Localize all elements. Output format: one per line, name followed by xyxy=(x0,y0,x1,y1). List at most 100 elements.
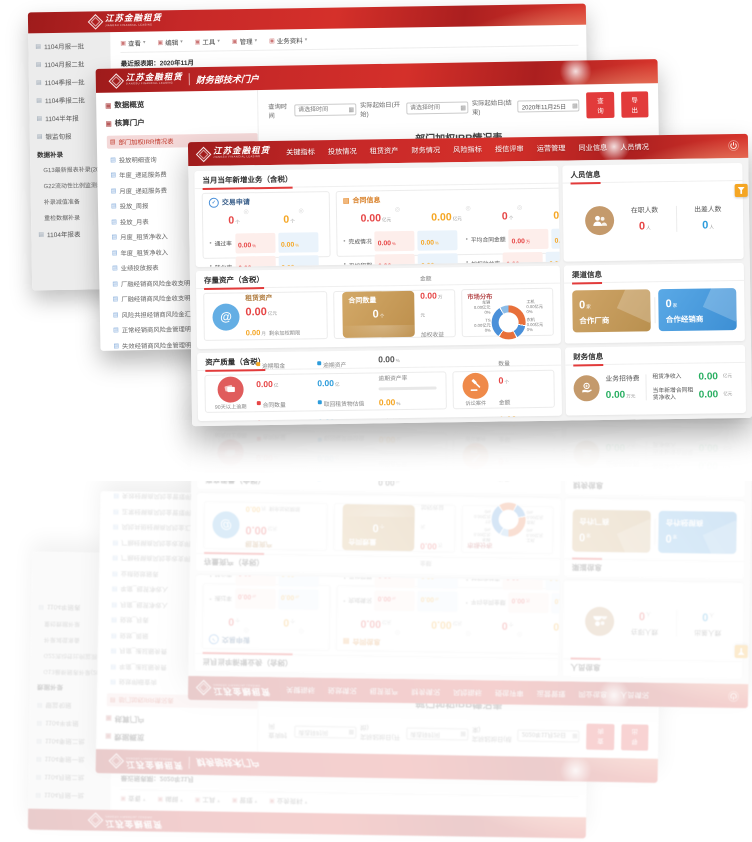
doc-icon: ▤ xyxy=(112,265,118,272)
logo-diamond-icon xyxy=(195,146,212,162)
divider xyxy=(675,205,678,232)
overdue-rent-metric: 逾期租金 0.00亿 xyxy=(255,361,286,389)
partner-manufacturer-card[interactable]: 0家 合作厂商 xyxy=(571,289,651,333)
doc-icon: ▤ xyxy=(111,219,117,226)
section-icon: ▣ xyxy=(105,102,112,110)
doc-icon: ▤ xyxy=(113,327,119,334)
square-icon xyxy=(255,361,260,366)
header-flare xyxy=(591,135,637,161)
nav-item[interactable]: 风险指标 xyxy=(453,144,482,155)
market-distribution-card: 市场分布 车辆 0.00亿元 0% 工机 0.00亿元 0% TS 0.00亿元 0% 农机… xyxy=(461,287,554,340)
npl-ratio: 0.00% 不良资产率 xyxy=(379,392,438,421)
donut-label-vehicle: 车辆 0.00亿元 0% xyxy=(473,299,491,315)
portal-title: 财务部技术门户 xyxy=(195,74,259,86)
metric-row: • 通过率 0.00% 0.00% xyxy=(209,231,323,254)
nav-item[interactable]: 授信评审 xyxy=(494,144,524,154)
divider xyxy=(645,374,647,401)
toolbar-menu[interactable]: ▣ 业务资料 ▾ xyxy=(269,37,308,46)
chevron-down-icon: ▾ xyxy=(217,38,220,45)
metric-value: ◎0个 xyxy=(501,205,523,223)
repossessed-value-metric: 取回租赁物估值 0.00万元 xyxy=(317,393,370,421)
nav-item[interactable]: 运营管理 xyxy=(536,143,566,153)
metric-value: ◎0个 xyxy=(228,209,249,227)
sidebar-report-group[interactable]: ▤ 1104月报一批 xyxy=(35,43,85,52)
new-contract-net-income: 当年新增合同租赁净收入 0.00 亿元 xyxy=(652,387,733,402)
money-hand-icon xyxy=(573,375,600,402)
toolbar-menu[interactable]: ▣ 编辑 ▾ xyxy=(157,38,183,48)
end-date-input[interactable] xyxy=(517,99,580,113)
logo-text: 江苏金融租赁 xyxy=(104,13,163,25)
main-nav: 关键指标 投放情况 租赁资产 财务情况 风险指标 授信评审 运营管理 同业信息 人员情况 xyxy=(286,142,649,157)
doc-icon: ▤ xyxy=(110,172,117,179)
metric-value: ◎0个 xyxy=(283,208,304,226)
nav-item[interactable]: 投放情况 xyxy=(327,146,357,157)
doc-icon: ▤ xyxy=(112,312,119,319)
nav-item[interactable]: 人员情况 xyxy=(620,142,650,152)
square-icon xyxy=(317,400,322,405)
header-flare xyxy=(553,60,598,85)
logo-subtitle: JIANGSU FINANCIAL LEASING xyxy=(213,155,261,160)
sidebar-report-group[interactable]: ▤ 1104月报二批 xyxy=(35,61,85,70)
app-logo: 江苏金融租赁 JIANGSU FINANCIAL LEASING xyxy=(108,72,183,89)
square-icon xyxy=(317,360,322,365)
export-button[interactable]: 导出 xyxy=(620,91,649,118)
toolbar-menu[interactable]: ▣ 管理 ▾ xyxy=(231,37,258,47)
radio-icon[interactable]: ◎ xyxy=(516,205,523,212)
travel-stat: 出差人数 0人 xyxy=(694,206,722,232)
sidebar-section-accounting-portal[interactable]: ▣ 核算门户 xyxy=(105,118,145,128)
toolbar-menu[interactable]: ▣ 工具 ▾ xyxy=(194,38,220,47)
partner-dealer-card[interactable]: 0家 合作经销商 xyxy=(658,288,738,332)
nav-item[interactable]: 租赁资产 xyxy=(369,146,399,156)
radio-icon[interactable]: ◎ xyxy=(465,205,471,213)
funnel-icon xyxy=(738,187,745,194)
sidebar-section-data-overview[interactable]: ▣ 数据概览 xyxy=(105,100,145,110)
report-icon: ▤ xyxy=(36,133,43,140)
panel-finance: 财务信息 业务招待费 0.00万元 租赁净收入 0.00 亿元 xyxy=(565,344,747,416)
radio-icon[interactable]: ◎ xyxy=(394,207,401,214)
panel-personnel: 人员信息 在职人数 0人 出差人数 0人 xyxy=(562,162,744,262)
donut-label-ts: TS 0.00亿元 0% xyxy=(474,317,491,333)
query-button[interactable]: 查询 xyxy=(586,91,615,119)
lease-asset-card: @ 租赁资产 0.00亿元 0.00月 剩余加权期限 xyxy=(203,291,328,341)
asset-icon: @ xyxy=(212,302,240,331)
report-icon: ▤ xyxy=(36,97,42,104)
desktop-collage: 江苏金融租赁 JIANGSU FINANCIAL LEASING ▤ 1104月报… xyxy=(0,0,752,481)
lawsuit-count: 数量 0个 xyxy=(498,360,510,386)
chevron-down-icon: ▾ xyxy=(254,37,258,44)
dashboard-body: 当月当年新增业务（含税） ✓ 交易申请 ◎ 0个 ◎ 0个 • 通过率 0.00% 0.00%… xyxy=(188,157,752,427)
panel-channel: 渠道信息 0家 合作厂商 0家 合作经销商 xyxy=(563,262,745,344)
doc-icon: ▤ xyxy=(109,139,116,146)
menu-icon: ▣ xyxy=(194,39,201,46)
logo-subtitle: JIANGSU FINANCIAL LEASING xyxy=(125,82,174,86)
radio-icon[interactable]: ◎ xyxy=(243,209,249,216)
panel-new-business: 当月当年新增业务（含税） ✓ 交易申请 ◎ 0个 ◎ 0个 • 通过率 0.00% 0.00%… xyxy=(194,165,560,268)
query-time-input[interactable] xyxy=(294,103,357,117)
section-icon: ▣ xyxy=(105,120,112,128)
doc-icon: ▤ xyxy=(111,234,118,241)
menu-icon: ▣ xyxy=(157,39,164,46)
lawsuit-card: 诉讼案件 数量 0个 金额 0.00亿元 xyxy=(452,361,555,421)
calendar-icon: ▦ xyxy=(572,103,578,110)
nav-item[interactable]: 同业信息 xyxy=(578,142,608,153)
check-circle-icon: ✓ xyxy=(208,197,219,208)
nav-item[interactable]: 财务情况 xyxy=(411,145,441,155)
doc-icon: ▤ xyxy=(112,296,119,303)
menu-icon: ▣ xyxy=(120,40,127,47)
calendar-icon: ▦ xyxy=(460,104,467,112)
nav-item[interactable]: 关键指标 xyxy=(286,147,315,157)
panel-asset-quality: 资产质量（含税） 90天以上逾期 逾期租金 0.00亿 xyxy=(197,347,563,422)
donut-label-agri: 农机 0.00亿元 0% xyxy=(526,316,544,333)
logo-diamond-icon xyxy=(87,14,104,30)
overdue-ratio: 0.00% 逾期资产率 xyxy=(378,348,437,391)
start-date-input[interactable] xyxy=(405,101,469,115)
metric-stack: 平均合同金额 0.00万元 xyxy=(419,276,443,318)
power-icon[interactable] xyxy=(728,140,739,151)
radio-icon[interactable]: ◎ xyxy=(298,208,304,215)
metric-row: •转化率0.00%0.00% xyxy=(210,255,324,268)
filter-bar: 查询时间 ▦ 实际起始日(开始) ▦ 实际起始日(结束) ▦ 查询 导出 xyxy=(268,91,649,124)
report-icon: ▤ xyxy=(36,115,43,122)
toolbar-menu[interactable]: ▣ 查看 ▾ xyxy=(120,39,146,48)
filter-fab[interactable] xyxy=(734,183,748,198)
